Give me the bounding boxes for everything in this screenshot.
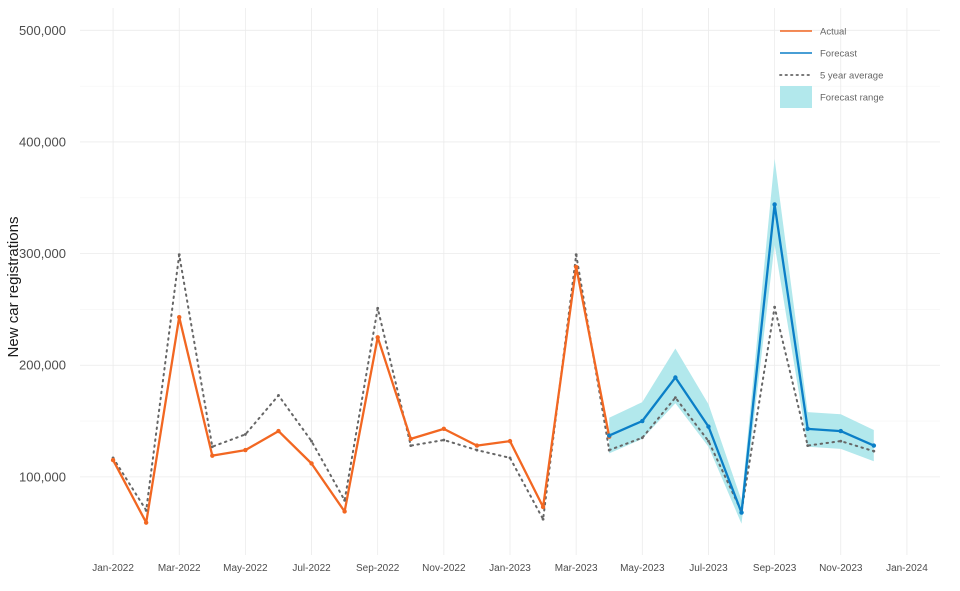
x-tick-label: Sep-2023	[753, 563, 797, 574]
series-point-forecast	[871, 443, 877, 448]
series-point-forecast	[607, 433, 612, 438]
series-point-actual	[441, 426, 447, 432]
series-point-forecast	[838, 428, 843, 434]
series-point-5-year-average	[806, 444, 810, 447]
series-point-5-year-average	[839, 439, 843, 443]
y-tick-label: 200,000	[19, 358, 66, 373]
series-point-5-year-average	[144, 508, 148, 512]
series-point-forecast	[739, 510, 744, 515]
series-point-5-year-average	[177, 253, 181, 257]
series-point-forecast	[772, 202, 777, 207]
series-point-actual	[243, 447, 248, 453]
series-point-5-year-average	[442, 438, 446, 442]
legend-label-5-year-average: 5 year average	[820, 71, 883, 82]
series-point-5-year-average	[210, 445, 214, 449]
series-point-actual	[507, 438, 513, 444]
y-tick-label: 500,000	[19, 23, 66, 38]
series-point-5-year-average	[409, 444, 413, 447]
series-point-5-year-average	[310, 439, 313, 443]
series-line-5-year-average	[112, 253, 875, 521]
series-point-5-year-average	[707, 439, 710, 443]
x-tick-label: Jan-2023	[489, 563, 531, 574]
x-tick-label: Sep-2022	[356, 563, 400, 574]
y-tick-label: 300,000	[19, 246, 66, 261]
series-point-actual	[540, 504, 546, 510]
x-tick-label: Nov-2022	[422, 563, 466, 574]
series-point-actual	[474, 443, 480, 448]
forecast-range-band-layer	[609, 158, 874, 524]
series-point-actual	[408, 436, 413, 442]
series-point-actual	[210, 453, 215, 458]
series-point-actual	[342, 509, 347, 514]
y-tick-label: 400,000	[19, 134, 66, 149]
series-point-forecast	[706, 424, 711, 429]
series-point-5-year-average	[376, 306, 380, 310]
x-tick-label: Jan-2024	[886, 563, 928, 574]
x-tick-label: Jan-2022	[92, 563, 134, 574]
x-tick-label: Jul-2022	[292, 563, 331, 574]
legend-key-forecast-range	[780, 86, 812, 108]
series-point-5-year-average	[541, 517, 545, 521]
series-point-actual	[177, 315, 182, 320]
series-point-5-year-average	[343, 498, 347, 502]
series-point-forecast	[805, 426, 810, 432]
legend-label-actual: Actual	[820, 27, 846, 38]
legend-label-forecast-range: Forecast range	[820, 93, 884, 104]
legend: Actual Forecast 5 year average Forecast ran…	[779, 27, 884, 108]
series-point-5-year-average	[475, 448, 479, 452]
series-line-forecast	[608, 203, 875, 514]
series-point-5-year-average	[673, 396, 677, 399]
series-line-actual	[111, 265, 611, 524]
x-tick-label: May-2022	[223, 563, 268, 574]
x-axis-ticks: Jan-2022 Mar-2022 May-2022 Jul-2022 Sep-2022…	[92, 563, 928, 574]
series-point-actual	[309, 461, 314, 466]
x-tick-label: Jul-2023	[689, 563, 728, 574]
y-tick-label: 100,000	[19, 469, 66, 484]
series-point-forecast	[673, 375, 678, 380]
series-point-5-year-average	[277, 393, 280, 397]
x-tick-label: Mar-2022	[158, 563, 201, 574]
x-tick-label: May-2023	[620, 563, 665, 574]
series-point-5-year-average	[773, 305, 777, 309]
x-tick-label: Mar-2023	[555, 563, 598, 574]
y-axis-title: New car registrations	[5, 217, 22, 358]
series-point-actual	[375, 335, 380, 340]
x-tick-label: Nov-2023	[819, 563, 863, 574]
series-point-5-year-average	[872, 449, 876, 453]
series-point-actual	[143, 520, 149, 525]
series-point-5-year-average	[243, 433, 247, 436]
series-point-actual	[110, 457, 116, 463]
grid	[80, 8, 940, 555]
series-point-forecast	[640, 418, 645, 424]
series-point-5-year-average	[607, 448, 611, 452]
series-point-actual	[573, 264, 579, 270]
y-axis-ticks: 100,000 200,000 300,000 400,000 500,000	[19, 23, 66, 485]
series-point-5-year-average	[508, 456, 512, 460]
legend-label-forecast: Forecast	[820, 49, 857, 60]
series-point-actual	[276, 428, 281, 434]
series-points-layer	[110, 202, 877, 525]
forecast-range-band	[609, 158, 874, 524]
series-point-5-year-average	[574, 253, 578, 257]
series-point-5-year-average	[640, 436, 644, 440]
